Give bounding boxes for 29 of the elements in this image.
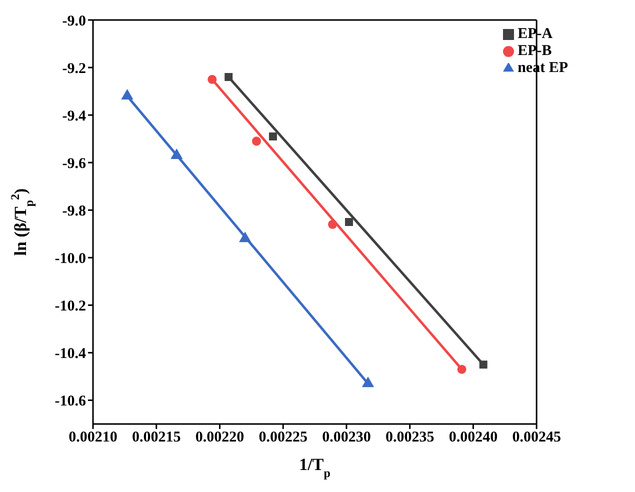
y-tick-label: -10.2: [54, 298, 86, 314]
point: [268, 132, 277, 140]
y-tick-label: -9.0: [62, 13, 86, 30]
y-tick-label: -10.6: [54, 394, 86, 410]
point: [224, 73, 233, 82]
y-tick-label: -9.8: [62, 203, 86, 220]
y-tick-label: -10.0: [54, 250, 86, 267]
point: [362, 376, 374, 388]
point: [239, 232, 252, 242]
x-tick-label: 0.00215: [132, 430, 181, 446]
point: [479, 360, 488, 369]
point: [252, 136, 262, 146]
x-tick-label: 0.00225: [258, 430, 308, 446]
x-tick-label: 0.00235: [385, 430, 434, 446]
x-axis-title: 1/T$_{p}$: [299, 455, 331, 480]
y-tick-label: -10.4: [54, 346, 86, 362]
x-tick-label: 0.00240: [448, 430, 498, 446]
point: [121, 89, 134, 100]
x-tick-label: 0.00210: [68, 430, 118, 446]
y-tick-label: -9.6: [62, 156, 86, 172]
point: [328, 220, 338, 229]
y-tick-label: -9.2: [62, 60, 86, 77]
x-tick-label: 0.00220: [195, 430, 244, 446]
x-tick-label: 0.00230: [322, 430, 371, 446]
point: [345, 218, 354, 226]
y-tick-label: -9.4: [62, 108, 86, 124]
point: [457, 364, 466, 374]
x-tick-label: 0.00245: [512, 430, 561, 446]
point: [208, 74, 217, 84]
